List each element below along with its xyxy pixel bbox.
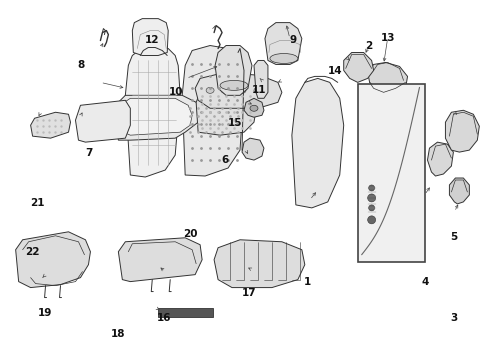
- Ellipse shape: [221, 87, 228, 93]
- Polygon shape: [242, 138, 264, 160]
- Text: 20: 20: [183, 229, 198, 239]
- Polygon shape: [115, 95, 200, 140]
- Ellipse shape: [367, 194, 375, 202]
- Text: 14: 14: [327, 66, 341, 76]
- Text: 9: 9: [289, 35, 296, 45]
- Polygon shape: [125, 45, 180, 177]
- Polygon shape: [427, 142, 452, 176]
- Text: 11: 11: [251, 85, 266, 95]
- Text: 2: 2: [365, 41, 372, 50]
- Polygon shape: [196, 88, 255, 135]
- Polygon shape: [215, 45, 251, 95]
- Polygon shape: [253, 60, 267, 98]
- Text: 13: 13: [380, 33, 395, 43]
- Text: 22: 22: [25, 247, 40, 257]
- Text: 17: 17: [242, 288, 256, 298]
- Ellipse shape: [249, 105, 258, 111]
- Ellipse shape: [205, 87, 214, 93]
- Text: 12: 12: [144, 35, 159, 45]
- Polygon shape: [214, 240, 304, 288]
- Text: 6: 6: [221, 155, 228, 165]
- Polygon shape: [367, 62, 407, 95]
- Ellipse shape: [238, 87, 245, 93]
- Ellipse shape: [368, 185, 374, 191]
- Text: 10: 10: [169, 87, 183, 97]
- Polygon shape: [120, 98, 192, 135]
- Text: 7: 7: [84, 148, 92, 158]
- Bar: [357, 84, 425, 262]
- Bar: [158, 307, 213, 318]
- Polygon shape: [118, 238, 202, 282]
- Polygon shape: [195, 72, 281, 108]
- Text: 8: 8: [78, 60, 84, 70]
- Polygon shape: [132, 19, 168, 55]
- Polygon shape: [31, 112, 70, 138]
- Polygon shape: [264, 23, 301, 64]
- Text: 5: 5: [449, 232, 457, 242]
- Polygon shape: [75, 100, 130, 142]
- Text: 21: 21: [30, 198, 44, 208]
- Text: 19: 19: [37, 308, 52, 318]
- Text: 15: 15: [227, 118, 242, 128]
- Text: 4: 4: [420, 277, 427, 287]
- Ellipse shape: [253, 87, 262, 93]
- Polygon shape: [16, 232, 90, 288]
- Text: 18: 18: [110, 329, 125, 339]
- Polygon shape: [182, 45, 244, 176]
- Ellipse shape: [269, 54, 297, 63]
- Polygon shape: [244, 98, 264, 117]
- Ellipse shape: [367, 216, 375, 224]
- Polygon shape: [448, 178, 468, 204]
- Polygon shape: [291, 78, 343, 208]
- Ellipse shape: [368, 205, 374, 211]
- Polygon shape: [343, 53, 373, 82]
- Text: 3: 3: [449, 313, 457, 323]
- Ellipse shape: [220, 80, 247, 90]
- Text: 16: 16: [157, 313, 171, 323]
- Text: 1: 1: [304, 277, 311, 287]
- Polygon shape: [445, 110, 478, 152]
